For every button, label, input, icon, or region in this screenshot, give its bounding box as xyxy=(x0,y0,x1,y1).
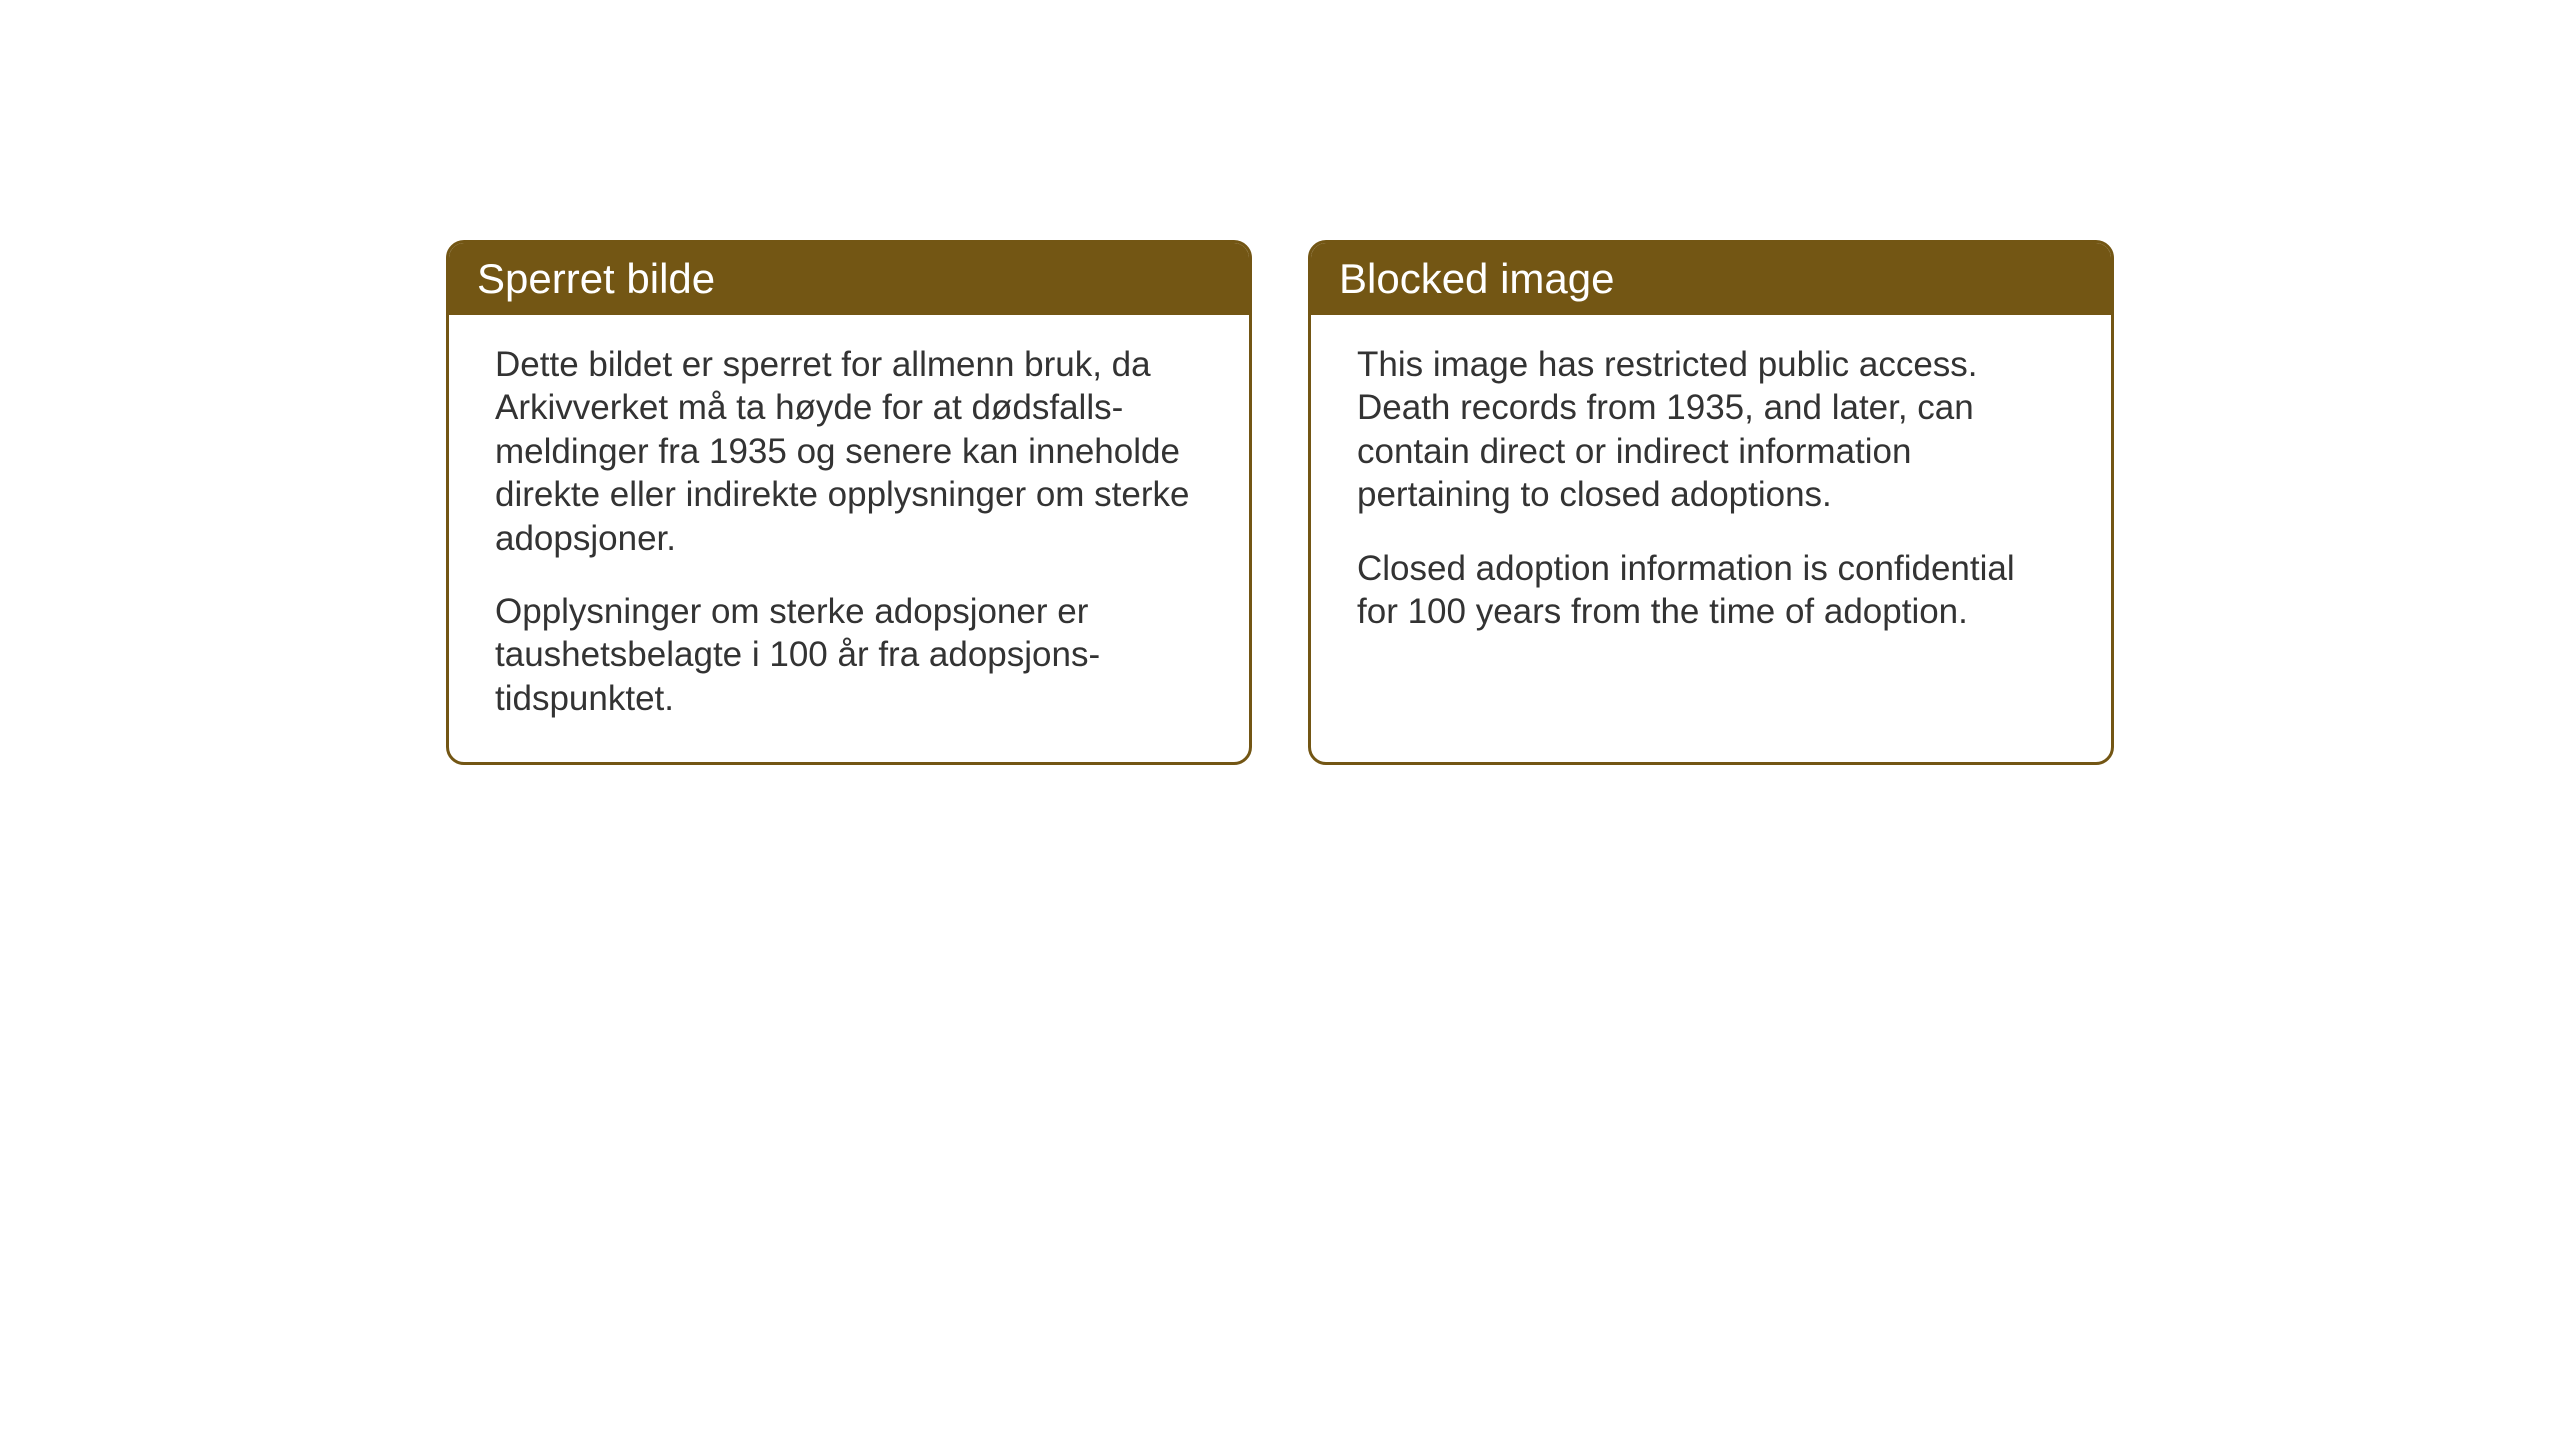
card-header-norwegian: Sperret bilde xyxy=(449,243,1249,315)
card-title-norwegian: Sperret bilde xyxy=(477,255,715,302)
card-paragraph-2-norwegian: Opplysninger om sterke adopsjoner er tau… xyxy=(495,590,1203,720)
card-body-english: This image has restricted public access.… xyxy=(1311,315,2111,675)
card-english: Blocked image This image has restricted … xyxy=(1308,240,2114,765)
card-title-english: Blocked image xyxy=(1339,255,1614,302)
card-header-english: Blocked image xyxy=(1311,243,2111,315)
card-paragraph-1-norwegian: Dette bildet er sperret for allmenn bruk… xyxy=(495,343,1203,560)
card-norwegian: Sperret bilde Dette bildet er sperret fo… xyxy=(446,240,1252,765)
card-paragraph-1-english: This image has restricted public access.… xyxy=(1357,343,2065,517)
card-body-norwegian: Dette bildet er sperret for allmenn bruk… xyxy=(449,315,1249,762)
card-container: Sperret bilde Dette bildet er sperret fo… xyxy=(446,240,2114,765)
card-paragraph-2-english: Closed adoption information is confident… xyxy=(1357,547,2065,634)
